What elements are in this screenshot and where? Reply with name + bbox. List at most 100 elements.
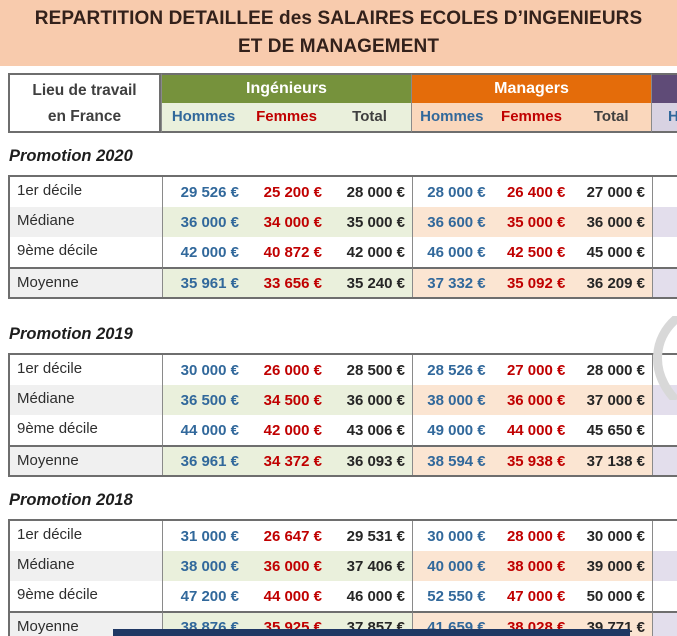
salary-value-hommes: 28 000 € (427, 183, 486, 201)
salary-value-hommes: 42 000 € (180, 243, 239, 261)
column-header-hommes-clipped: Hommes (668, 108, 677, 125)
row-label: 1er décile (10, 355, 163, 385)
salary-value-total: 37 406 € (346, 557, 405, 575)
table-row-cells-clipped (653, 521, 677, 551)
table-row-cells-managers: 28 000 € 26 400 € 27 000 € (413, 177, 653, 207)
salary-value-femmes: 36 000 € (263, 557, 322, 575)
salary-value-total: 50 000 € (586, 587, 645, 605)
salary-value-total: 45 650 € (586, 421, 645, 439)
table-row-cells-clipped (653, 445, 677, 475)
salary-value-hommes: 29 526 € (180, 183, 239, 201)
group-header-extra-clipped (651, 73, 677, 103)
salary-value-hommes: 52 550 € (427, 587, 486, 605)
table-row-cells-managers: 28 526 € 27 000 € 28 000 € (413, 355, 653, 385)
table-row-cells-ingenieurs: 38 000 € 36 000 € 37 406 € (163, 551, 413, 581)
salary-value-femmes: 33 656 € (263, 274, 322, 292)
table-row-cells-ingenieurs: 36 500 € 34 500 € 36 000 € (163, 385, 413, 415)
title-banner: REPARTITION DETAILLEE des SALAIRES ECOLE… (0, 0, 677, 66)
table-row-cells-ingenieurs: 44 000 € 42 000 € 43 006 € (163, 415, 413, 445)
salary-table-2020: 1er décile 29 526 € 25 200 € 28 000 € 28… (8, 175, 677, 299)
salary-value-total: 42 000 € (346, 243, 405, 261)
table-row-cells-clipped (653, 415, 677, 445)
salary-value-total: 45 000 € (586, 243, 645, 261)
table-row-cells-ingenieurs: 29 526 € 25 200 € 28 000 € (163, 177, 413, 207)
row-label: Médiane (10, 385, 163, 415)
table-row-cells-ingenieurs: 30 000 € 26 000 € 28 500 € (163, 355, 413, 385)
table-row-cells-ingenieurs: 35 961 € 33 656 € 35 240 € (163, 267, 413, 297)
table-row-cells-clipped (653, 267, 677, 297)
table-row-cells-ingenieurs: 36 000 € 34 000 € 35 000 € (163, 207, 413, 237)
table-column-headers: Lieu de travail en France Ingénieurs Man… (8, 73, 677, 133)
salary-value-femmes: 38 000 € (506, 557, 566, 575)
table-row-cells-ingenieurs: 36 961 € 34 372 € 36 093 € (163, 445, 413, 475)
table-row-cells-managers: 40 000 € 38 000 € 39 000 € (413, 551, 653, 581)
row-label: Médiane (10, 207, 163, 237)
salary-value-femmes: 40 872 € (263, 243, 322, 261)
row-label: 1er décile (10, 177, 163, 207)
salary-value-hommes: 30 000 € (180, 361, 239, 379)
salary-value-hommes: 30 000 € (427, 527, 486, 545)
page-title-line2: ET DE MANAGEMENT (237, 36, 440, 57)
salary-value-femmes: 34 500 € (263, 391, 322, 409)
table-row-cells-ingenieurs: 31 000 € 26 647 € 29 531 € (163, 521, 413, 551)
row-label: 1er décile (10, 521, 163, 551)
salary-value-femmes: 27 000 € (506, 361, 566, 379)
salary-value-total: 29 531 € (346, 527, 405, 545)
salary-value-femmes: 35 000 € (506, 213, 566, 231)
salary-value-femmes: 28 000 € (506, 527, 566, 545)
column-header-femmes: Femmes (256, 108, 317, 125)
salary-value-femmes: 36 000 € (506, 391, 566, 409)
column-header-total: Total (593, 108, 629, 125)
section-title-promotion-2019: Promotion 2019 (9, 325, 133, 343)
table-row-cells-managers: 38 594 € 35 938 € 37 138 € (413, 445, 653, 475)
table-row-cells-managers: 36 600 € 35 000 € 36 000 € (413, 207, 653, 237)
salary-value-hommes: 36 500 € (180, 391, 239, 409)
row-label: 9ème décile (10, 237, 163, 267)
salary-value-hommes: 38 594 € (427, 452, 486, 470)
salary-value-hommes: 46 000 € (427, 243, 486, 261)
row-label: 9ème décile (10, 581, 163, 611)
column-header-femmes: Femmes (501, 108, 562, 125)
column-header-hommes: Hommes (171, 108, 236, 125)
salary-value-total: 28 500 € (346, 361, 405, 379)
column-header-total: Total (352, 108, 387, 125)
salary-value-hommes: 36 000 € (180, 213, 239, 231)
salary-value-femmes: 26 000 € (263, 361, 322, 379)
salary-value-total: 37 000 € (586, 391, 645, 409)
table-row-cells-clipped (653, 177, 677, 207)
salary-value-total: 36 000 € (346, 391, 405, 409)
salary-value-hommes: 36 961 € (180, 452, 239, 470)
table-row-cells-managers: 49 000 € 44 000 € 45 650 € (413, 415, 653, 445)
table-row-cells-ingenieurs: 47 200 € 44 000 € 46 000 € (163, 581, 413, 611)
group-header-ingenieurs: Ingénieurs (161, 73, 411, 103)
salary-value-hommes: 35 961 € (180, 274, 239, 292)
salary-value-hommes: 38 000 € (180, 557, 239, 575)
table-row-cells-ingenieurs: 42 000 € 40 872 € 42 000 € (163, 237, 413, 267)
table-row-cells-clipped (653, 237, 677, 267)
salary-value-total: 28 000 € (586, 361, 645, 379)
salary-value-femmes: 26 400 € (506, 183, 566, 201)
subheader-managers: Hommes Femmes Total (411, 103, 651, 133)
table-row-cells-clipped (653, 551, 677, 581)
salary-value-hommes: 47 200 € (180, 587, 239, 605)
section-title-promotion-2020: Promotion 2020 (9, 147, 133, 165)
salary-value-femmes: 42 500 € (506, 243, 566, 261)
salary-value-hommes: 37 332 € (427, 274, 486, 292)
salary-value-femmes: 34 372 € (263, 452, 322, 470)
salary-value-hommes: 31 000 € (180, 527, 239, 545)
corner-header-line1: Lieu de travail (32, 82, 137, 99)
salary-value-hommes: 40 000 € (427, 557, 486, 575)
salary-value-hommes: 36 600 € (427, 213, 486, 231)
salary-value-total: 39 000 € (586, 557, 645, 575)
page-title-line1: REPARTITION DETAILLEE des SALAIRES ECOLE… (34, 8, 643, 29)
salary-value-total: 35 000 € (346, 213, 405, 231)
corner-header-line2: en France (47, 108, 122, 125)
table-row-cells-managers: 38 000 € 36 000 € 37 000 € (413, 385, 653, 415)
salary-value-femmes: 47 000 € (506, 587, 566, 605)
salary-value-total: 35 240 € (346, 274, 405, 292)
salary-value-total: 37 138 € (586, 452, 645, 470)
row-label: Moyenne (10, 445, 163, 475)
salary-value-femmes: 25 200 € (263, 183, 322, 201)
salary-value-hommes: 49 000 € (427, 421, 486, 439)
